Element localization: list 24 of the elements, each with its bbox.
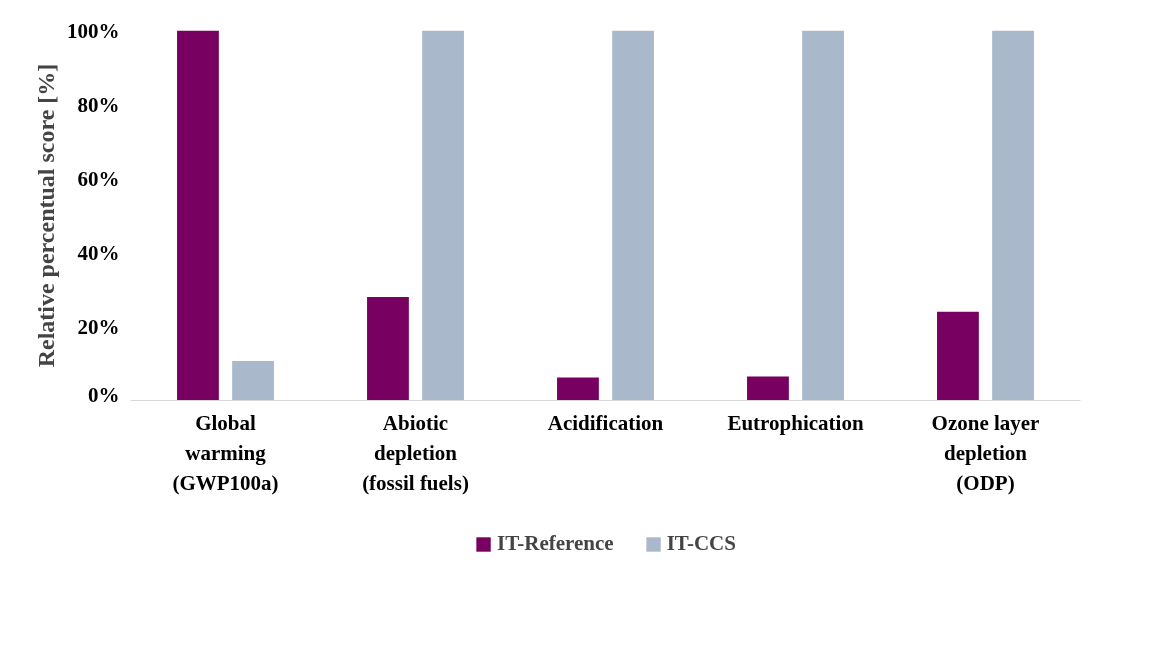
x-tick-label: Global warming (GWP100a) [172,411,279,495]
x-tick-label: Acidification [547,411,664,435]
bar [557,377,599,401]
bar [747,376,789,401]
legend-label: IT-Reference [497,531,614,556]
y-tick-label: 100% [67,18,120,43]
bar [232,360,274,401]
y-tick-label: 80% [77,92,120,117]
y-tick-label: 0% [88,382,120,407]
bar [367,296,409,401]
bar [422,30,464,401]
bar [802,30,844,401]
legend-label: IT-CCS [666,531,736,556]
y-tick-label: 20% [77,314,120,339]
bar [992,30,1034,401]
x-tick-label: Ozone layer depletion (ODP) [931,411,1040,495]
y-tick-label: 60% [77,166,120,191]
bar [177,30,219,401]
bar [612,30,654,401]
y-tick-label: 40% [77,240,120,265]
x-tick-label: Eutrophication [727,411,864,435]
x-tick-label: Abiotic depletion (fossil fuels) [362,411,469,495]
y-axis-title: Relative percentual score [%] [33,63,59,368]
bar [937,311,979,401]
